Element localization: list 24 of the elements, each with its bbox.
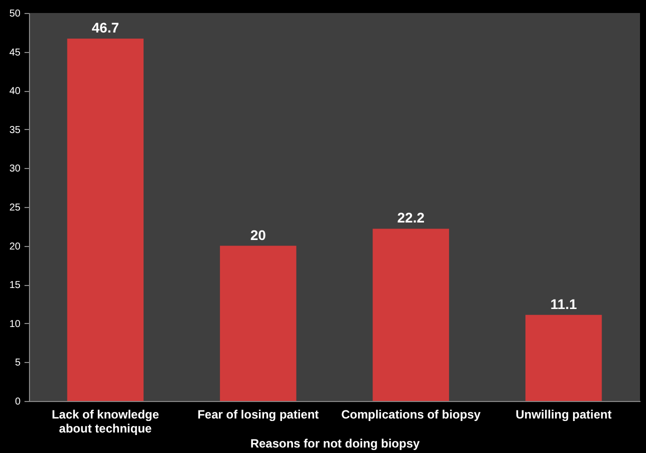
y-tick-label: 30	[9, 164, 21, 175]
data-label: 22.2	[397, 210, 425, 226]
x-axis-title: Reasons for not doing biopsy	[250, 436, 420, 450]
data-label: 11.1	[550, 296, 578, 312]
y-tick-label: 35	[9, 124, 21, 136]
y-tick-label: 50	[9, 8, 21, 20]
y-tick-label: 25	[9, 202, 21, 214]
x-tick-label: Fear of losing patient	[197, 408, 319, 422]
bar	[220, 246, 296, 401]
x-tick-label: Complications of biopsy	[341, 408, 481, 422]
x-tick-label: Lack of knowledge about technique	[52, 408, 160, 436]
y-tick-label: 5	[14, 358, 21, 369]
y-tick-label: 10	[9, 318, 21, 330]
y-tick-label: 15	[9, 280, 21, 292]
y-tick-label: 0	[14, 396, 21, 408]
data-label: 20	[250, 226, 266, 243]
y-tick-label: 40	[9, 86, 21, 98]
bar	[525, 314, 602, 401]
bar	[67, 38, 144, 401]
bar	[372, 228, 450, 401]
x-tick-label: Unwilling patient	[516, 408, 612, 422]
y-tick-label: 20	[9, 241, 21, 252]
y-tick-label: 45	[9, 47, 21, 58]
data-label: 46.7	[92, 20, 120, 36]
